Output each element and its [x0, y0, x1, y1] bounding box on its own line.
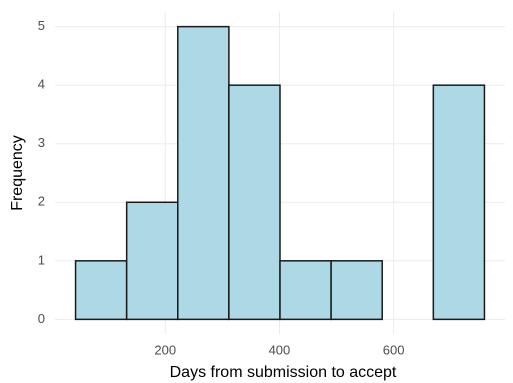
y-tick-label: 4	[38, 77, 45, 92]
y-tick-label: 3	[38, 135, 45, 150]
x-tick-label: 400	[269, 342, 291, 357]
y-axis-label: Frequency	[9, 135, 26, 211]
bar	[279, 260, 332, 321]
bar	[228, 84, 281, 321]
bar	[177, 25, 230, 321]
bar	[432, 84, 486, 321]
bar	[330, 260, 383, 321]
y-tick-label: 1	[38, 252, 45, 267]
y-tick-label: 2	[38, 194, 45, 209]
x-tick-label: 600	[383, 342, 405, 357]
x-axis-label: Days from submission to accept	[170, 364, 397, 381]
y-tick-label: 5	[38, 18, 45, 33]
bar	[74, 260, 128, 321]
bar	[125, 201, 179, 321]
x-tick-label: 200	[154, 342, 176, 357]
y-tick-label: 0	[38, 311, 45, 326]
